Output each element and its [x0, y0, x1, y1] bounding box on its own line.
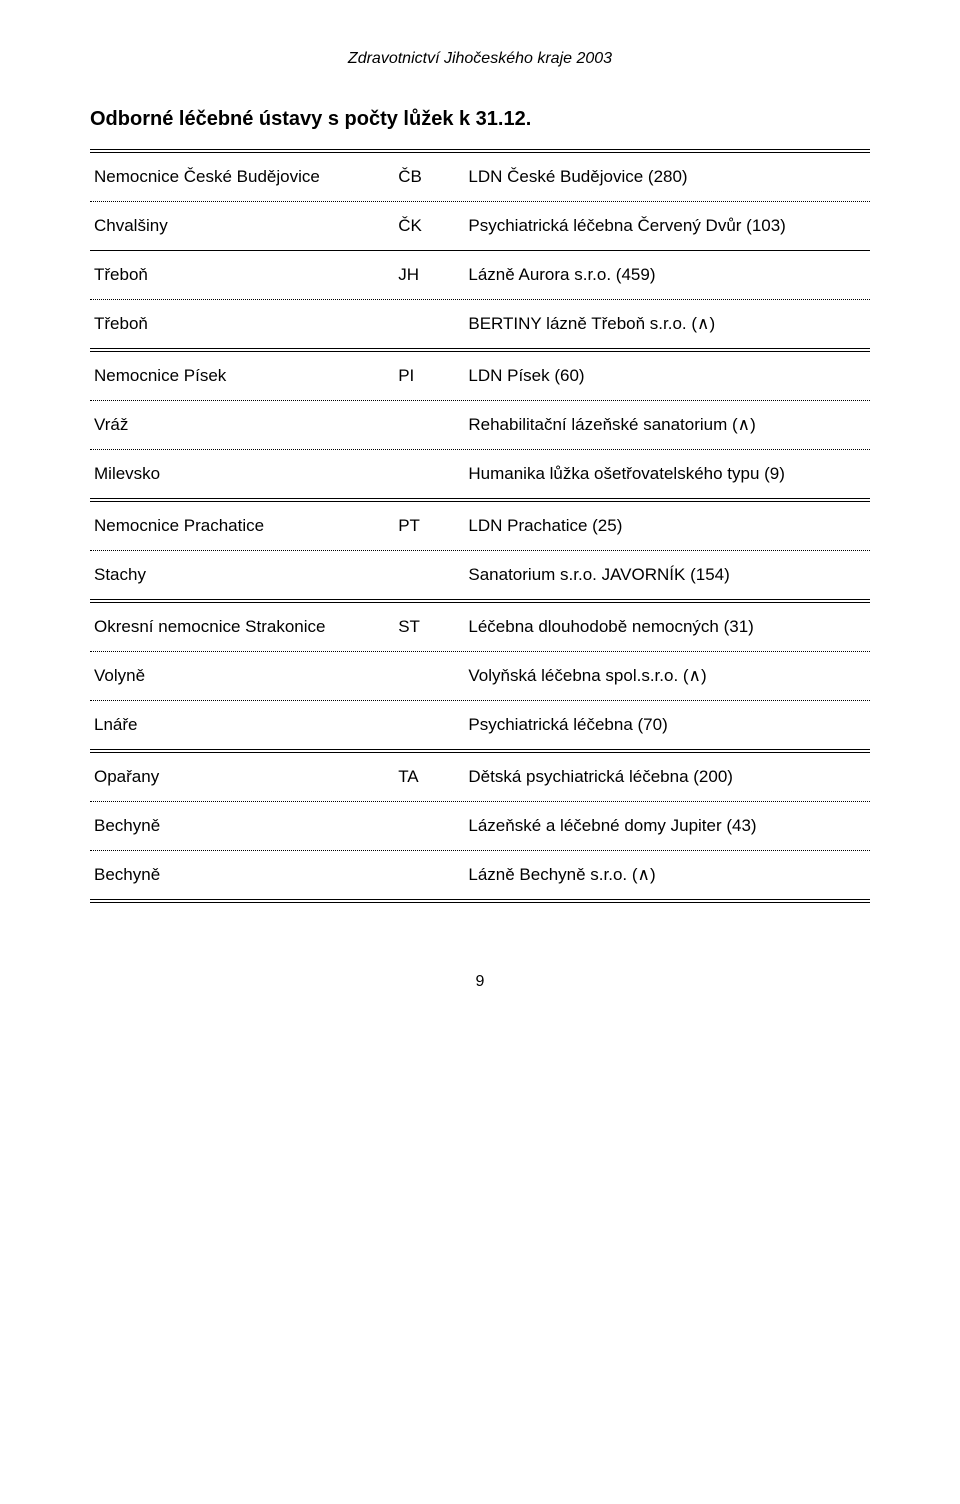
cell-district-code: JH [394, 251, 464, 299]
cell-district-code [394, 701, 464, 749]
cell-institution: BERTINY lázně Třeboň s.r.o. (∧) [464, 300, 870, 348]
cell-institution: Sanatorium s.r.o. JAVORNÍK (154) [464, 551, 870, 599]
cell-location: Třeboň [90, 251, 394, 299]
cell-district-code: ČK [394, 202, 464, 250]
cell-district-code [394, 401, 464, 449]
table-row: Okresní nemocnice StrakoniceSTLéčebna dl… [90, 603, 870, 651]
cell-district-code: PT [394, 502, 464, 550]
cell-location: Milevsko [90, 450, 394, 498]
cell-location: Bechyně [90, 802, 394, 850]
table-row: Nemocnice České BudějoviceČBLDN České Bu… [90, 153, 870, 201]
group-table: Nemocnice PrachaticePTLDN Prachatice (25… [90, 502, 870, 599]
cell-institution: Lázně Bechyně s.r.o. (∧) [464, 851, 870, 899]
group-table: Nemocnice České BudějoviceČBLDN České Bu… [90, 153, 870, 348]
cell-location: Bechyně [90, 851, 394, 899]
cell-location: Volyně [90, 652, 394, 700]
table-row: Nemocnice PrachaticePTLDN Prachatice (25… [90, 502, 870, 550]
cell-district-code [394, 551, 464, 599]
cell-institution: Psychiatrická léčebna (70) [464, 701, 870, 749]
cell-district-code [394, 652, 464, 700]
table-row: Nemocnice PísekPILDN Písek (60) [90, 352, 870, 400]
cell-institution: Rehabilitační lázeňské sanatorium (∧) [464, 401, 870, 449]
cell-district-code [394, 802, 464, 850]
cell-location: Nemocnice České Budějovice [90, 153, 394, 201]
table-row: ChvalšinyČKPsychiatrická léčebna Červený… [90, 202, 870, 250]
cell-district-code [394, 851, 464, 899]
cell-district-code: TA [394, 753, 464, 801]
group-table: Nemocnice PísekPILDN Písek (60)VrážRehab… [90, 352, 870, 498]
cell-institution: Dětská psychiatrická léčebna (200) [464, 753, 870, 801]
group-table: OpařanyTADětská psychiatrická léčebna (2… [90, 753, 870, 899]
cell-institution: LDN Písek (60) [464, 352, 870, 400]
page-number: 9 [90, 973, 870, 991]
cell-institution: Léčebna dlouhodobě nemocných (31) [464, 603, 870, 651]
cell-location: Nemocnice Písek [90, 352, 394, 400]
table-row: Stachy Sanatorium s.r.o. JAVORNÍK (154) [90, 551, 870, 599]
cell-location: Třeboň [90, 300, 394, 348]
group-table: Okresní nemocnice StrakoniceSTLéčebna dl… [90, 603, 870, 749]
cell-location: Lnáře [90, 701, 394, 749]
table-row: Třeboň BERTINY lázně Třeboň s.r.o. (∧) [90, 300, 870, 348]
cell-institution: Volyňská léčebna spol.s.r.o. (∧) [464, 652, 870, 700]
table-row: Bechyně Lázně Bechyně s.r.o. (∧) [90, 851, 870, 899]
table-row: Vráž Rehabilitační lázeňské sanatorium (∧… [90, 401, 870, 449]
cell-location: Opařany [90, 753, 394, 801]
cell-district-code [394, 300, 464, 348]
cell-district-code: ST [394, 603, 464, 651]
table-row: Milevsko Humanika lůžka ošetřovatelského … [90, 450, 870, 498]
institutions-table: Nemocnice České BudějoviceČBLDN České Bu… [90, 149, 870, 903]
doc-title: Odborné léčebné ústavy s počty lůžek k 3… [90, 108, 870, 131]
cell-institution: Lázeňské a léčebné domy Jupiter (43) [464, 802, 870, 850]
table-row: Volyně Volyňská léčebna spol.s.r.o. (∧) [90, 652, 870, 700]
cell-institution: Psychiatrická léčebna Červený Dvůr (103) [464, 202, 870, 250]
table-row: Lnáře Psychiatrická léčebna (70) [90, 701, 870, 749]
page-header: Zdravotnictví Jihočeského kraje 2003 [90, 50, 870, 68]
table-row: Bechyně Lázeňské a léčebné domy Jupiter (… [90, 802, 870, 850]
cell-location: Chvalšiny [90, 202, 394, 250]
cell-location: Nemocnice Prachatice [90, 502, 394, 550]
table-row: OpařanyTADětská psychiatrická léčebna (2… [90, 753, 870, 801]
table-row: TřeboňJHLázně Aurora s.r.o. (459) [90, 251, 870, 299]
cell-district-code: PI [394, 352, 464, 400]
cell-district-code [394, 450, 464, 498]
cell-institution: Humanika lůžka ošetřovatelského typu (9) [464, 450, 870, 498]
cell-location: Vráž [90, 401, 394, 449]
cell-institution: Lázně Aurora s.r.o. (459) [464, 251, 870, 299]
separator-double [90, 899, 870, 903]
cell-institution: LDN České Budějovice (280) [464, 153, 870, 201]
cell-location: Okresní nemocnice Strakonice [90, 603, 394, 651]
cell-institution: LDN Prachatice (25) [464, 502, 870, 550]
document-page: Zdravotnictví Jihočeského kraje 2003 Odb… [0, 0, 960, 1031]
cell-location: Stachy [90, 551, 394, 599]
cell-district-code: ČB [394, 153, 464, 201]
